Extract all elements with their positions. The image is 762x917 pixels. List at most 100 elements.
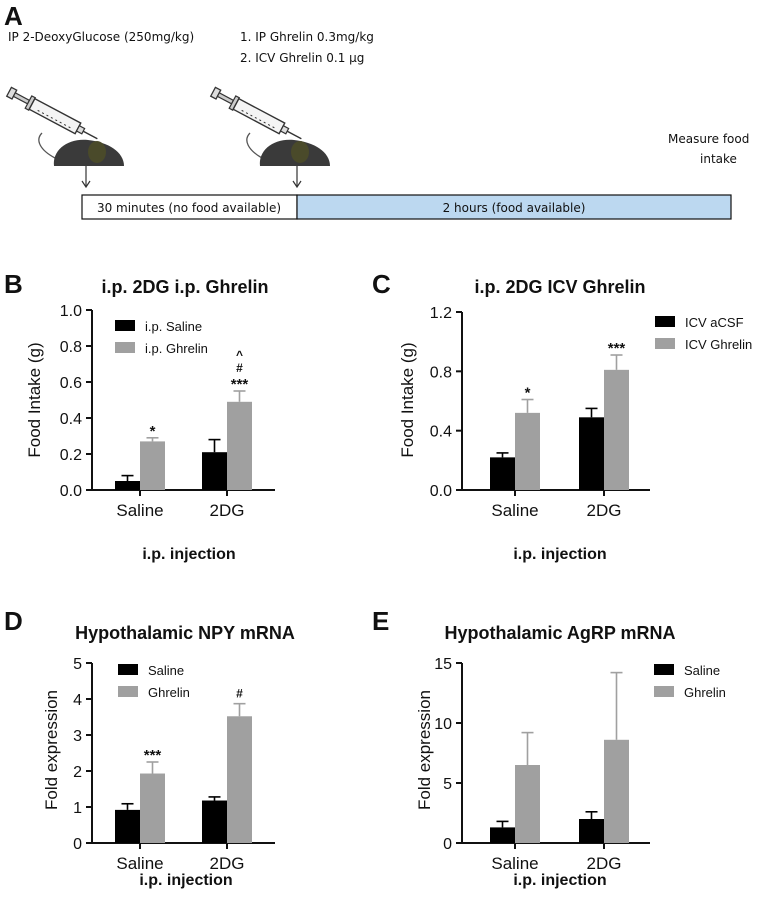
y-tick-label: 0 bbox=[73, 836, 82, 853]
bar bbox=[140, 441, 165, 490]
bar bbox=[579, 819, 604, 843]
legend-label: i.p. Saline bbox=[145, 319, 202, 334]
x-axis-label: i.p. injection bbox=[142, 546, 235, 563]
x-tick-label: Saline bbox=[116, 854, 163, 873]
legend-swatch bbox=[655, 338, 675, 349]
y-tick-label: 0.0 bbox=[60, 483, 82, 500]
legend-label: Saline bbox=[148, 663, 184, 678]
y-tick-label: 0.6 bbox=[60, 375, 82, 392]
bar bbox=[490, 457, 515, 490]
bar bbox=[227, 716, 252, 843]
panel-label-d: D bbox=[4, 606, 23, 636]
legend-swatch bbox=[655, 316, 675, 327]
mouse-icon bbox=[38, 132, 124, 166]
bar bbox=[515, 412, 540, 490]
legend-swatch bbox=[115, 342, 135, 353]
chart-c: i.p. 2DG ICV Ghrelin 0.0 0.4 0.8 1.2 Food Int… bbox=[398, 277, 752, 563]
legend-label: Ghrelin bbox=[684, 685, 726, 700]
timeline-food bbox=[296, 194, 732, 220]
significance-mark: ^ bbox=[236, 348, 243, 362]
x-tick-label: Saline bbox=[116, 501, 163, 520]
y-tick-label: 10 bbox=[434, 716, 452, 733]
y-axis-label: Fold expression bbox=[42, 690, 61, 810]
chart-title: i.p. 2DG i.p. Ghrelin bbox=[101, 277, 268, 297]
y-tick-label: 0.4 bbox=[60, 411, 82, 428]
legend-label: ICV aCSF bbox=[685, 315, 744, 330]
legend-label: Ghrelin bbox=[148, 685, 190, 700]
bar bbox=[579, 417, 604, 490]
charts-container: i.p. 2DG i.p. Ghrelin 0.0 0.2 0.4 0.6 0.8 1.0 F… bbox=[25, 277, 752, 889]
panel-label-b: B bbox=[4, 269, 23, 299]
chart-title: Hypothalamic AgRP mRNA bbox=[444, 623, 675, 643]
bar bbox=[140, 773, 165, 843]
x-tick-label: 2DG bbox=[210, 854, 245, 873]
y-tick-label: 0.0 bbox=[430, 483, 452, 500]
y-tick-label: 0.8 bbox=[60, 339, 82, 356]
y-tick-label: 1.0 bbox=[60, 303, 82, 320]
syringe-icon bbox=[209, 86, 302, 140]
significance-mark: *** bbox=[608, 340, 626, 357]
legend-swatch bbox=[654, 664, 674, 675]
x-axis-label: i.p. injection bbox=[513, 546, 606, 563]
significance-mark: * bbox=[150, 423, 156, 440]
bar bbox=[202, 452, 227, 490]
x-tick-label: 2DG bbox=[587, 501, 622, 520]
legend-swatch bbox=[115, 320, 135, 331]
legend-label: Saline bbox=[684, 663, 720, 678]
y-tick-label: 5 bbox=[73, 656, 82, 673]
x-axis-label: i.p. injection bbox=[139, 872, 232, 889]
y-tick-label: 3 bbox=[73, 728, 82, 745]
bar bbox=[115, 809, 140, 843]
y-tick-label: 15 bbox=[434, 656, 452, 673]
chart-b: i.p. 2DG i.p. Ghrelin 0.0 0.2 0.4 0.6 0.8 1.0 F… bbox=[25, 277, 275, 563]
significance-mark: *** bbox=[144, 747, 162, 764]
syringe-icon bbox=[5, 86, 98, 140]
significance-mark: # bbox=[236, 361, 243, 375]
step2-line2: 2. ICV Ghrelin 0.1 μg bbox=[240, 51, 364, 65]
significance-mark: # bbox=[236, 687, 243, 701]
y-tick-label: 0.8 bbox=[430, 364, 452, 381]
bar bbox=[604, 369, 629, 490]
legend-swatch bbox=[118, 686, 138, 697]
chart-d: Hypothalamic NPY mRNA 0 1 2 3 4 5 Fold expressi… bbox=[42, 623, 295, 889]
bar bbox=[490, 827, 515, 843]
y-tick-label: 4 bbox=[73, 692, 82, 709]
mouse-icon bbox=[246, 132, 330, 166]
significance-mark: * bbox=[525, 385, 531, 402]
bar bbox=[115, 481, 140, 490]
timeline-left-label: 30 minutes (no food available) bbox=[97, 201, 281, 215]
measure-line1: Measure food bbox=[668, 132, 749, 146]
y-axis-label: Food Intake (g) bbox=[398, 342, 417, 457]
legend-label: ICV Ghrelin bbox=[685, 337, 752, 352]
x-axis-label: i.p. injection bbox=[513, 872, 606, 889]
step1-text: IP 2-DeoxyGlucose (250mg/kg) bbox=[8, 30, 194, 44]
y-tick-label: 1.2 bbox=[430, 305, 452, 322]
y-tick-label: 0.4 bbox=[430, 424, 452, 441]
step2-line1: 1. IP Ghrelin 0.3mg/kg bbox=[240, 30, 374, 44]
bar bbox=[604, 739, 629, 843]
significance-mark: *** bbox=[231, 376, 249, 393]
bar bbox=[515, 765, 540, 843]
panel-a: A IP 2-DeoxyGlucose (250mg/kg) 1. IP Ghr… bbox=[4, 1, 749, 220]
x-tick-label: Saline bbox=[491, 501, 538, 520]
measure-line2: intake bbox=[700, 152, 737, 166]
x-tick-label: Saline bbox=[491, 854, 538, 873]
panel-label-a: A bbox=[4, 1, 23, 31]
legend-swatch bbox=[118, 664, 138, 675]
x-tick-label: 2DG bbox=[210, 501, 245, 520]
y-tick-label: 0 bbox=[443, 836, 452, 853]
y-tick-label: 0.2 bbox=[60, 447, 82, 464]
y-axis-label: Food Intake (g) bbox=[25, 342, 44, 457]
legend-label: i.p. Ghrelin bbox=[145, 341, 208, 356]
bar bbox=[202, 800, 227, 843]
legend-swatch bbox=[654, 686, 674, 697]
x-tick-label: 2DG bbox=[587, 854, 622, 873]
chart-title: i.p. 2DG ICV Ghrelin bbox=[474, 277, 645, 297]
timeline-right-label: 2 hours (food available) bbox=[443, 201, 586, 215]
panel-label-e: E bbox=[372, 606, 389, 636]
panel-label-c: C bbox=[372, 269, 391, 299]
bar bbox=[227, 401, 252, 490]
y-axis-label: Fold expression bbox=[415, 690, 434, 810]
